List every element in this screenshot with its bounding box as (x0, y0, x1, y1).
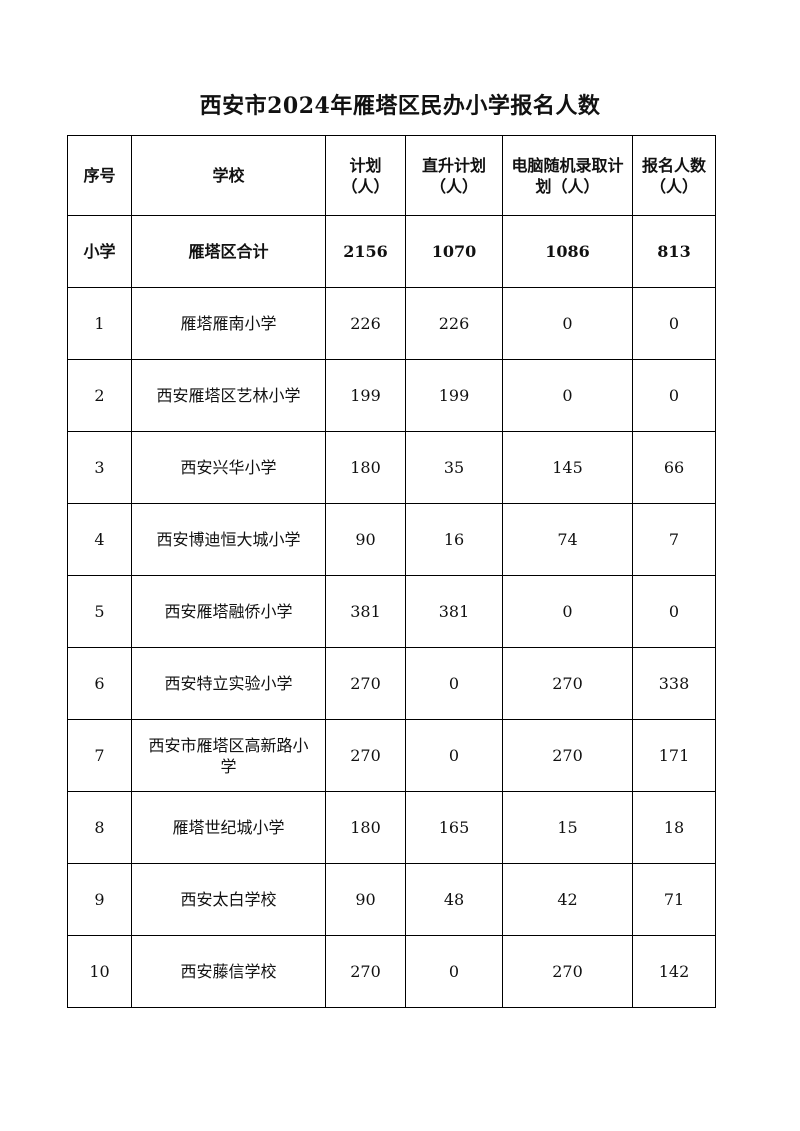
cell-lottery-plan: 42 (502, 863, 633, 936)
table-row: 8 雁塔世纪城小学 180 165 15 18 (67, 791, 716, 864)
cell-direct-plan: 0 (405, 719, 503, 792)
cell-school: 西安雁塔区艺林小学 (131, 359, 326, 432)
cell-school: 西安雁塔融侨小学 (131, 575, 326, 648)
cell-school: 雁塔雁南小学 (131, 287, 326, 360)
cell-lottery-plan: 74 (502, 503, 633, 576)
cell-index: 5 (67, 575, 132, 648)
cell-plan: 90 (325, 503, 406, 576)
header-row: 序号 学校 计划（人） 直升计划（人） 电脑随机录取计划（人） 报名人数（人） (67, 135, 716, 216)
cell-applicants: 71 (632, 863, 716, 936)
cell-direct-plan: 226 (405, 287, 503, 360)
table-row: 3 西安兴华小学 180 35 145 66 (67, 431, 716, 504)
cell-direct-plan: 0 (405, 935, 503, 1008)
header-applicants: 报名人数（人） (632, 135, 716, 216)
cell-index: 9 (67, 863, 132, 936)
enrollment-table: 序号 学校 计划（人） 直升计划（人） 电脑随机录取计划（人） 报名人数（人） … (67, 135, 716, 1008)
cell-applicants: 142 (632, 935, 716, 1008)
header-index: 序号 (67, 135, 132, 216)
summary-label: 雁塔区合计 (131, 215, 326, 288)
header-school: 学校 (131, 135, 326, 216)
cell-direct-plan: 165 (405, 791, 503, 864)
summary-row: 小学 雁塔区合计 2156 1070 1086 813 (67, 215, 716, 288)
cell-applicants: 18 (632, 791, 716, 864)
cell-applicants: 0 (632, 575, 716, 648)
table-row: 10 西安藤信学校 270 0 270 142 (67, 935, 716, 1008)
cell-index: 4 (67, 503, 132, 576)
table-row: 4 西安博迪恒大城小学 90 16 74 7 (67, 503, 716, 576)
cell-applicants: 0 (632, 359, 716, 432)
cell-applicants: 338 (632, 647, 716, 720)
cell-school: 西安博迪恒大城小学 (131, 503, 326, 576)
table-row: 9 西安太白学校 90 48 42 71 (67, 863, 716, 936)
header-lottery-plan: 电脑随机录取计划（人） (502, 135, 633, 216)
cell-lottery-plan: 0 (502, 287, 633, 360)
cell-index: 6 (67, 647, 132, 720)
cell-applicants: 171 (632, 719, 716, 792)
page-title: 西安市2024年雁塔区民办小学报名人数 (199, 93, 601, 119)
cell-school: 西安藤信学校 (131, 935, 326, 1008)
cell-plan: 270 (325, 935, 406, 1008)
cell-lottery-plan: 0 (502, 359, 633, 432)
table-row: 5 西安雁塔融侨小学 381 381 0 0 (67, 575, 716, 648)
cell-plan: 270 (325, 647, 406, 720)
cell-direct-plan: 35 (405, 431, 503, 504)
cell-plan: 90 (325, 863, 406, 936)
cell-plan: 381 (325, 575, 406, 648)
cell-school: 西安兴华小学 (131, 431, 326, 504)
cell-applicants: 7 (632, 503, 716, 576)
cell-lottery-plan: 270 (502, 647, 633, 720)
cell-lottery-plan: 270 (502, 935, 633, 1008)
cell-applicants: 66 (632, 431, 716, 504)
cell-index: 8 (67, 791, 132, 864)
summary-category: 小学 (67, 215, 132, 288)
header-direct-plan: 直升计划（人） (405, 135, 503, 216)
cell-school: 西安市雁塔区高新路小学 (131, 719, 326, 792)
cell-plan: 180 (325, 791, 406, 864)
summary-applicants: 813 (632, 215, 716, 288)
cell-lottery-plan: 0 (502, 575, 633, 648)
table-row: 1 雁塔雁南小学 226 226 0 0 (67, 287, 716, 360)
cell-school: 雁塔世纪城小学 (131, 791, 326, 864)
table-row: 7 西安市雁塔区高新路小学 270 0 270 171 (67, 719, 716, 792)
cell-plan: 226 (325, 287, 406, 360)
cell-plan: 199 (325, 359, 406, 432)
cell-direct-plan: 48 (405, 863, 503, 936)
cell-school: 西安特立实验小学 (131, 647, 326, 720)
cell-direct-plan: 16 (405, 503, 503, 576)
cell-direct-plan: 199 (405, 359, 503, 432)
cell-lottery-plan: 15 (502, 791, 633, 864)
cell-lottery-plan: 145 (502, 431, 633, 504)
cell-plan: 180 (325, 431, 406, 504)
cell-index: 10 (67, 935, 132, 1008)
summary-plan: 2156 (325, 215, 406, 288)
cell-index: 3 (67, 431, 132, 504)
table-row: 2 西安雁塔区艺林小学 199 199 0 0 (67, 359, 716, 432)
cell-lottery-plan: 270 (502, 719, 633, 792)
cell-applicants: 0 (632, 287, 716, 360)
cell-plan: 270 (325, 719, 406, 792)
summary-direct-plan: 1070 (405, 215, 503, 288)
cell-index: 7 (67, 719, 132, 792)
table-row: 6 西安特立实验小学 270 0 270 338 (67, 647, 716, 720)
cell-index: 2 (67, 359, 132, 432)
cell-school: 西安太白学校 (131, 863, 326, 936)
summary-lottery-plan: 1086 (502, 215, 633, 288)
cell-index: 1 (67, 287, 132, 360)
cell-direct-plan: 381 (405, 575, 503, 648)
header-plan: 计划（人） (325, 135, 406, 216)
cell-direct-plan: 0 (405, 647, 503, 720)
